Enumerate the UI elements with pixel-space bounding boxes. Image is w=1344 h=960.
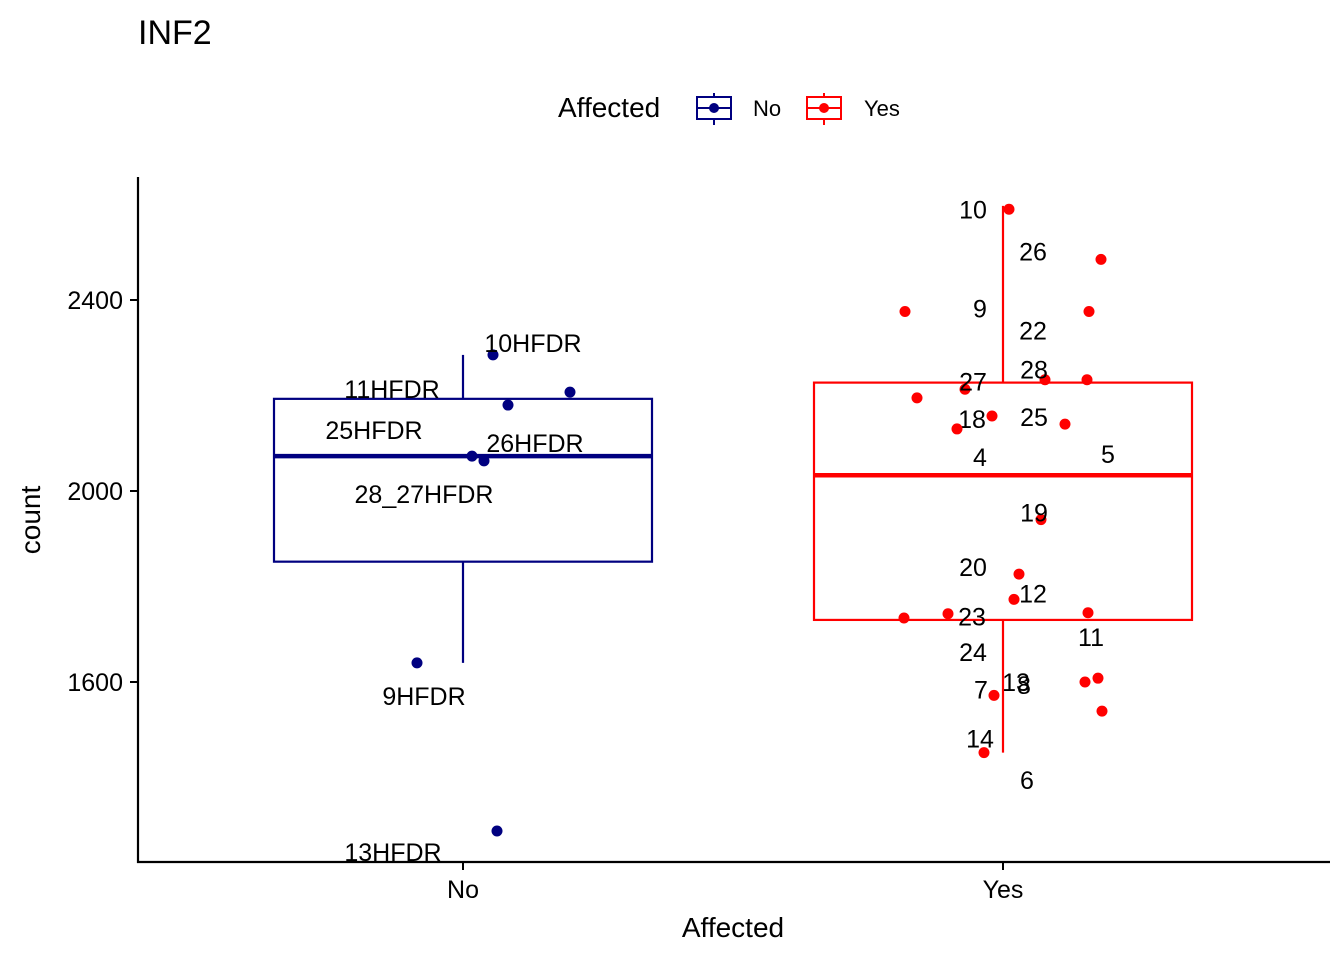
y-tick-label: 1600	[67, 669, 123, 697]
data-point	[978, 747, 990, 759]
data-point	[487, 349, 499, 361]
point-label: 26	[1019, 238, 1047, 266]
legend-label-yes: Yes	[864, 96, 900, 121]
legend-title: Affected	[558, 92, 660, 123]
data-point	[1083, 305, 1095, 317]
legend: Affected No Yes	[558, 92, 900, 125]
point-label: 25HFDR	[325, 417, 422, 445]
data-point	[1008, 593, 1020, 605]
data-point	[988, 689, 1000, 701]
data-point	[1082, 607, 1094, 619]
data-point	[491, 825, 503, 837]
data-point	[411, 657, 423, 669]
data-point	[1079, 676, 1091, 688]
data-point	[478, 455, 490, 467]
data-point	[911, 392, 923, 404]
point-label: 22	[1019, 317, 1047, 345]
x-tick-label: Yes	[983, 876, 1024, 904]
point-label: 24	[959, 639, 987, 667]
point-label: 12	[1019, 580, 1047, 608]
point-label: 28_27HFDR	[355, 481, 494, 509]
point-label: 9HFDR	[382, 683, 465, 711]
data-point	[1013, 568, 1025, 580]
data-point	[1059, 418, 1071, 430]
point-label: 6	[1020, 767, 1034, 795]
legend-key-yes	[806, 93, 842, 125]
data-point	[1035, 514, 1047, 526]
plot-area: 10HFDR 11HFDR 25HFDR 26HFDR 28_27HFDR 9HFDR 13…	[272, 196, 1194, 867]
point-label: 10	[959, 196, 987, 224]
box-no	[272, 354, 654, 663]
data-point	[942, 608, 954, 620]
legend-label-no: No	[753, 96, 781, 121]
data-point	[1095, 253, 1107, 265]
data-point	[899, 305, 911, 317]
point-label: 28	[1020, 357, 1048, 385]
data-point	[466, 450, 478, 462]
data-point	[898, 612, 910, 624]
point-label: 11	[1078, 624, 1104, 652]
data-point	[1092, 672, 1104, 684]
chart-title: INF2	[138, 14, 212, 52]
axes: 1600 2000 2400 No Yes	[67, 287, 1023, 904]
point-label: 23	[958, 604, 986, 632]
iqr-box	[812, 381, 1194, 622]
data-point	[1081, 374, 1093, 386]
y-tick-label: 2400	[67, 287, 123, 315]
x-axis-title: Affected	[682, 912, 784, 943]
point-label: 8	[1017, 672, 1031, 700]
data-point	[564, 386, 576, 398]
data-point	[959, 383, 971, 395]
data-point	[502, 399, 514, 411]
data-point	[986, 410, 998, 422]
point-label: 26HFDR	[486, 430, 583, 458]
iqr-box	[272, 397, 654, 563]
point-label: 10HFDR	[484, 330, 581, 358]
point-label: 4	[973, 444, 987, 472]
data-point	[1003, 203, 1015, 215]
point-label: 5	[1101, 441, 1115, 469]
y-axis-title: count	[15, 486, 46, 555]
point-label: 27	[959, 368, 987, 396]
data-point	[951, 423, 963, 435]
point-label: 13	[1002, 669, 1030, 697]
point-label: 7	[974, 676, 988, 704]
point-label: 20	[959, 554, 987, 582]
x-tick-label: No	[447, 876, 479, 904]
point-label: 19	[1020, 500, 1048, 528]
point-label: 18	[958, 406, 986, 434]
point-label: 11HFDR	[344, 376, 439, 404]
legend-key-no	[696, 93, 732, 125]
point-label: 9	[973, 295, 987, 323]
point-label: 14	[966, 726, 994, 754]
data-point	[1039, 374, 1051, 386]
data-point	[1096, 705, 1108, 717]
box-yes	[812, 205, 1194, 753]
point-label: 25	[1020, 404, 1048, 432]
y-tick-label: 2000	[67, 478, 123, 506]
